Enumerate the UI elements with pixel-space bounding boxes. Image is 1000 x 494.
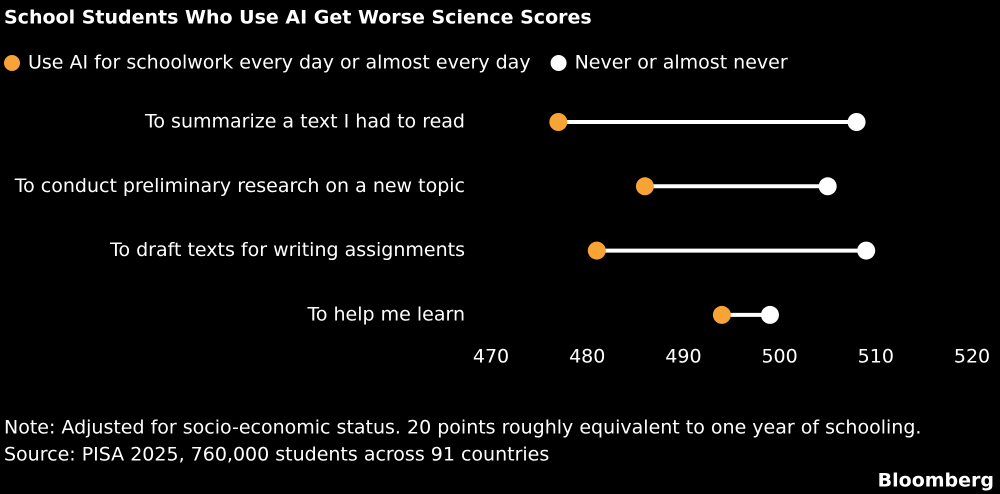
note: Note: Adjusted for socio-economic status… xyxy=(4,417,921,439)
dot xyxy=(549,113,568,131)
source: Source: PISA 2025, 760,000 students acro… xyxy=(4,444,549,466)
dot xyxy=(818,177,837,196)
x-tick-label: 480 xyxy=(569,346,605,368)
dot xyxy=(712,305,731,324)
dot xyxy=(635,177,654,196)
category-label: To help me learn xyxy=(306,303,465,325)
x-tick-label: 510 xyxy=(858,346,894,368)
category-label: To draft texts for writing assignments xyxy=(109,239,465,261)
legend-label: Use AI for schoolwork every day or almos… xyxy=(28,52,531,74)
dot xyxy=(587,241,606,260)
x-tick-label: 520 xyxy=(954,346,990,368)
x-tick-label: 490 xyxy=(665,346,701,368)
x-tick-label: 470 xyxy=(473,346,509,368)
category-label: To conduct preliminary research on a new… xyxy=(14,175,465,197)
brand: Bloomberg xyxy=(878,470,994,492)
dot xyxy=(760,305,779,324)
category-label: To summarize a text I had to read xyxy=(144,111,465,133)
legend-marker xyxy=(4,55,20,71)
dot xyxy=(857,241,876,260)
x-tick-label: 500 xyxy=(761,346,797,368)
legend-marker xyxy=(550,55,567,71)
chart-title: School Students Who Use AI Get Worse Sci… xyxy=(4,7,592,29)
dot xyxy=(847,113,866,131)
legend-label: Never or almost never xyxy=(575,52,788,74)
